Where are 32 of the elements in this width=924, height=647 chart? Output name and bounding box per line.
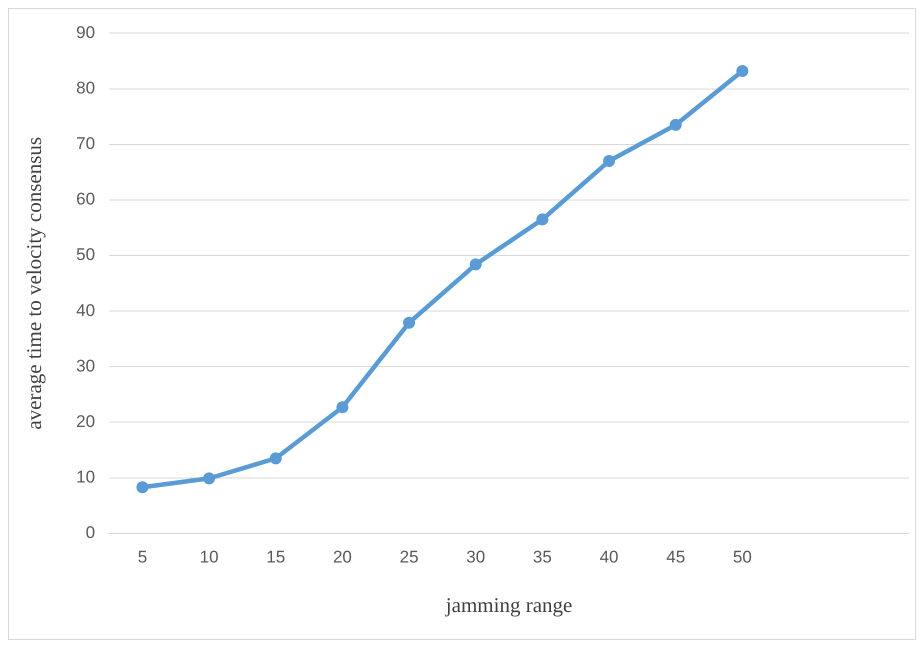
y-tick-label: 50 <box>76 245 96 264</box>
point <box>136 481 148 494</box>
x-tick-label: 30 <box>466 547 486 566</box>
x-tick-label: 45 <box>666 547 686 566</box>
point <box>270 452 282 464</box>
point <box>736 64 748 77</box>
point <box>603 155 616 168</box>
point <box>203 472 216 484</box>
x-tick-label: 35 <box>532 547 552 566</box>
y-tick-label: 40 <box>76 300 96 320</box>
point <box>403 316 416 329</box>
y-tick-label: 30 <box>76 356 96 376</box>
y-tick-label: 80 <box>76 78 96 98</box>
x-tick-label: 10 <box>200 547 219 566</box>
x-axis-title: jamming range <box>444 592 572 617</box>
x-tick-label: 15 <box>266 547 286 566</box>
y-tick-label: 60 <box>76 190 96 209</box>
x-tick-label: 5 <box>138 547 148 566</box>
y-tick-label: 20 <box>76 412 96 431</box>
x-tick-label: 20 <box>332 547 352 566</box>
y-tick-label: 70 <box>76 134 96 154</box>
y-tick-label: 10 <box>76 468 96 487</box>
point <box>470 258 482 270</box>
y-tick-label: 0 <box>86 523 96 542</box>
y-tick-label: 90 <box>76 22 96 42</box>
y-axis-title: average time to velocity consensus <box>22 136 46 430</box>
point <box>670 118 682 131</box>
point <box>336 401 348 414</box>
x-tick-label: 40 <box>600 547 618 566</box>
x-tick-label: 25 <box>400 547 419 566</box>
x-tick-label: 50 <box>732 547 752 566</box>
point <box>536 213 548 226</box>
